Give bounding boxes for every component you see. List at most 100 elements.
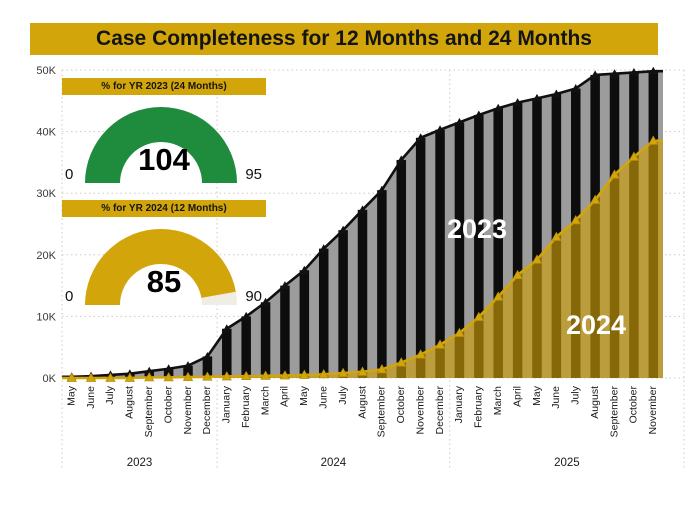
marker-2024[interactable] (144, 372, 155, 382)
x-axis-month-label: November (414, 385, 426, 434)
bar-2023[interactable] (299, 270, 310, 378)
x-axis-month-label: February (473, 385, 485, 428)
marker-2024[interactable] (531, 254, 543, 264)
gauge-dial (85, 107, 237, 183)
x-axis-month-label: June (550, 386, 562, 409)
marker-2024[interactable] (570, 214, 581, 225)
bar-2023[interactable] (202, 356, 213, 378)
x-axis-month-label: April (511, 386, 523, 407)
bar-2023[interactable] (474, 114, 484, 378)
x-axis-month-label: October (162, 386, 174, 424)
gauge-yr2024-12months[interactable]: % for YR 2024 (12 Months) 85 0 90 (62, 200, 266, 332)
marker-2024[interactable] (260, 370, 271, 380)
bar-2023[interactable] (493, 108, 503, 378)
marker-2024[interactable] (318, 368, 329, 379)
x-axis-month-label: October (628, 386, 640, 424)
gauge-yr2023-24months[interactable]: % for YR 2023 (24 Months) 104 0 95 (62, 78, 266, 210)
marker-2024[interactable] (299, 369, 310, 379)
gauge-arc-filled (85, 107, 237, 183)
marker-2023[interactable] (338, 225, 348, 234)
marker-2023[interactable] (202, 351, 212, 360)
marker-2023[interactable] (144, 366, 154, 375)
y-axis-tick-label: 30K (36, 188, 56, 200)
bar-2023[interactable] (396, 159, 407, 378)
x-axis-month-label: November (647, 385, 659, 434)
marker-2023[interactable] (513, 98, 523, 107)
x-axis-month-label: September (608, 386, 620, 438)
marker-2024[interactable] (648, 135, 659, 145)
x-axis-month-label: March (259, 386, 271, 415)
marker-2023[interactable] (454, 117, 464, 126)
marker-2023[interactable] (416, 133, 426, 142)
marker-2023[interactable] (551, 89, 561, 98)
marker-2024[interactable] (396, 357, 407, 367)
marker-2024[interactable] (415, 349, 426, 359)
x-axis-month-label: December (201, 385, 213, 434)
y-axis-tick-label: 10K (36, 311, 56, 323)
marker-2023[interactable] (299, 265, 309, 274)
marker-2023[interactable] (629, 67, 639, 76)
gauge-title: % for YR 2023 (24 Months) (62, 78, 266, 95)
marker-2024[interactable] (589, 194, 601, 204)
bar-2023[interactable] (241, 316, 251, 378)
x-axis-month-label: August (356, 386, 368, 419)
marker-2024[interactable] (376, 364, 388, 374)
marker-2023[interactable] (222, 324, 232, 333)
marker-2024[interactable] (512, 269, 523, 280)
area-2024[interactable] (62, 140, 663, 378)
marker-2023[interactable] (396, 155, 406, 164)
marker-2023[interactable] (648, 66, 658, 75)
bar-2023[interactable] (454, 122, 465, 378)
marker-2024[interactable] (240, 370, 252, 381)
marker-2023[interactable] (590, 70, 600, 79)
marker-2024[interactable] (628, 151, 640, 161)
x-axis-month-label: April (279, 386, 291, 407)
x-axis-month-label: November (182, 385, 194, 434)
marker-2023[interactable] (435, 125, 445, 134)
marker-2024[interactable] (357, 366, 368, 376)
marker-2023[interactable] (493, 103, 503, 112)
marker-2024[interactable] (473, 311, 485, 321)
marker-2023[interactable] (241, 311, 251, 320)
marker-2024[interactable] (124, 372, 136, 382)
bar-2023[interactable] (377, 190, 387, 378)
marker-2023[interactable] (183, 361, 193, 370)
marker-2023[interactable] (474, 110, 484, 119)
marker-2023[interactable] (280, 281, 290, 290)
marker-2023[interactable] (571, 83, 581, 92)
bar-2023[interactable] (222, 328, 232, 378)
marker-2023[interactable] (164, 364, 174, 373)
gauge-title: % for YR 2024 (12 Months) (62, 200, 266, 217)
bar-2023[interactable] (318, 248, 329, 378)
marker-2023[interactable] (377, 185, 387, 194)
marker-2024[interactable] (493, 291, 504, 301)
marker-2024[interactable] (337, 367, 349, 377)
x-axis-year-label: 2023 (127, 457, 153, 469)
marker-2024[interactable] (221, 371, 232, 381)
marker-2024[interactable] (202, 371, 213, 381)
bar-2023[interactable] (338, 230, 348, 378)
marker-2024[interactable] (551, 231, 562, 241)
marker-2024[interactable] (609, 169, 620, 179)
marker-2023[interactable] (261, 297, 271, 306)
bar-2023[interactable] (532, 98, 542, 378)
marker-2024[interactable] (434, 339, 446, 349)
marker-2024[interactable] (66, 372, 77, 382)
marker-2023[interactable] (532, 93, 542, 102)
marker-2023[interactable] (610, 69, 620, 78)
bar-2023[interactable] (280, 285, 290, 378)
marker-2024[interactable] (85, 372, 97, 382)
marker-2023[interactable] (319, 244, 329, 253)
x-axis-month-label: June (85, 386, 97, 409)
marker-2024[interactable] (105, 372, 116, 382)
marker-2024[interactable] (454, 327, 465, 337)
bar-2023[interactable] (415, 137, 426, 378)
marker-2024[interactable] (163, 372, 174, 382)
bar-2023[interactable] (357, 209, 368, 378)
bar-2023[interactable] (512, 102, 523, 378)
bar-2023[interactable] (435, 129, 445, 378)
bar-2023[interactable] (260, 302, 271, 378)
marker-2024[interactable] (182, 371, 194, 381)
marker-2023[interactable] (358, 205, 367, 214)
marker-2024[interactable] (279, 370, 291, 380)
